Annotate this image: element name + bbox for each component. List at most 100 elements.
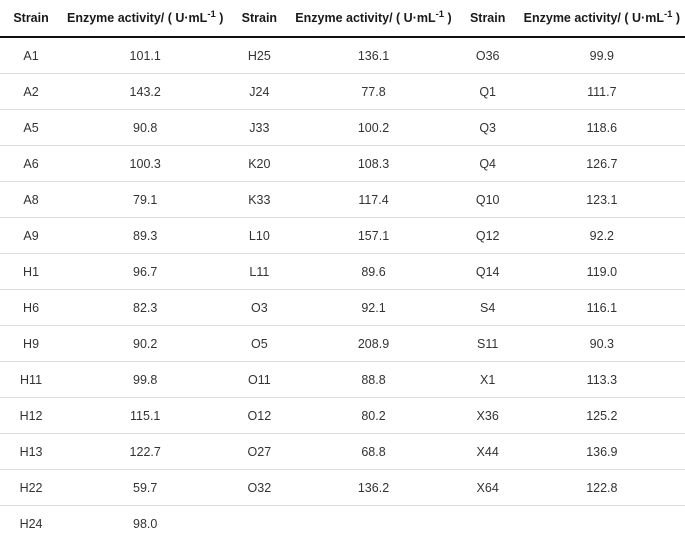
column-header-strain-3: Strain [457,0,519,37]
cell-enzyme-activity: 126.7 [519,146,685,182]
cell-enzyme-activity: 108.3 [290,146,456,182]
cell-enzyme-activity: 90.3 [519,326,685,362]
cell-enzyme-activity: 125.2 [519,398,685,434]
cell-strain: H1 [0,254,62,290]
table-header: Strain Enzyme activity/ ( U·mL-1 ) Strai… [0,0,685,37]
cell-strain: H12 [0,398,62,434]
cell-strain: J24 [228,74,290,110]
cell-enzyme-activity: 111.7 [519,74,685,110]
cell-enzyme-activity: 92.1 [290,290,456,326]
column-header-strain-1: Strain [0,0,62,37]
cell-enzyme-activity: 88.8 [290,362,456,398]
cell-strain: X36 [457,398,519,434]
cell-enzyme-activity: 79.1 [62,182,228,218]
cell-enzyme-activity: 82.3 [62,290,228,326]
header-superscript-1: -1 [207,9,215,20]
cell-strain: O3 [228,290,290,326]
cell-enzyme-activity [290,506,456,541]
column-header-enzyme-activity-2: Enzyme activity/ ( U·mL-1 ) [290,0,456,37]
cell-strain: A9 [0,218,62,254]
cell-strain: K33 [228,182,290,218]
cell-enzyme-activity: 77.8 [290,74,456,110]
cell-strain: S11 [457,326,519,362]
cell-enzyme-activity: 113.3 [519,362,685,398]
cell-strain: X1 [457,362,519,398]
cell-strain: L11 [228,254,290,290]
cell-strain: X64 [457,470,519,506]
cell-strain: H9 [0,326,62,362]
cell-strain: H22 [0,470,62,506]
cell-strain [457,506,519,541]
cell-strain: O27 [228,434,290,470]
cell-strain: Q14 [457,254,519,290]
cell-strain: A6 [0,146,62,182]
cell-enzyme-activity: 92.2 [519,218,685,254]
table-header-row: Strain Enzyme activity/ ( U·mL-1 ) Strai… [0,0,685,37]
cell-strain: L10 [228,218,290,254]
cell-strain: H6 [0,290,62,326]
cell-strain: K20 [228,146,290,182]
cell-strain: S4 [457,290,519,326]
cell-enzyme-activity: 136.2 [290,470,456,506]
cell-enzyme-activity: 115.1 [62,398,228,434]
cell-enzyme-activity: 100.3 [62,146,228,182]
cell-strain: Q12 [457,218,519,254]
cell-strain: O12 [228,398,290,434]
cell-strain: O32 [228,470,290,506]
cell-enzyme-activity: 208.9 [290,326,456,362]
enzyme-activity-table-container: Strain Enzyme activity/ ( U·mL-1 ) Strai… [0,0,685,513]
cell-strain: A8 [0,182,62,218]
cell-enzyme-activity: 90.2 [62,326,228,362]
cell-enzyme-activity: 117.4 [290,182,456,218]
cell-enzyme-activity: 99.9 [519,37,685,74]
cell-enzyme-activity: 118.6 [519,110,685,146]
cell-enzyme-activity: 89.3 [62,218,228,254]
cell-enzyme-activity [519,506,685,541]
cell-enzyme-activity: 123.1 [519,182,685,218]
cell-strain: A5 [0,110,62,146]
cell-strain: Q3 [457,110,519,146]
column-header-enzyme-activity-1: Enzyme activity/ ( U·mL-1 ) [62,0,228,37]
cell-enzyme-activity: 122.8 [519,470,685,506]
cell-strain: Q10 [457,182,519,218]
header-text-suffix-3: ) [672,11,680,25]
cell-strain: A1 [0,37,62,74]
cell-strain [228,506,290,541]
cell-enzyme-activity: 68.8 [290,434,456,470]
cell-strain: H13 [0,434,62,470]
header-text-prefix-1: Enzyme activity/ ( U·mL [67,11,207,25]
cell-strain: O11 [228,362,290,398]
cell-enzyme-activity: 143.2 [62,74,228,110]
cell-enzyme-activity: 59.7 [62,470,228,506]
cell-enzyme-activity: 136.1 [290,37,456,74]
cell-strain: H24 [0,506,62,541]
cell-strain: O36 [457,37,519,74]
cell-strain: J33 [228,110,290,146]
header-text-prefix-3: Enzyme activity/ ( U·mL [524,11,664,25]
cell-strain: Q4 [457,146,519,182]
cell-enzyme-activity: 98.0 [62,506,228,541]
cell-enzyme-activity: 90.8 [62,110,228,146]
cell-enzyme-activity: 96.7 [62,254,228,290]
cell-enzyme-activity: 116.1 [519,290,685,326]
cell-enzyme-activity: 157.1 [290,218,456,254]
column-header-enzyme-activity-3: Enzyme activity/ ( U·mL-1 ) [519,0,685,37]
cell-enzyme-activity: 101.1 [62,37,228,74]
cell-strain: Q1 [457,74,519,110]
cell-strain: A2 [0,74,62,110]
cell-enzyme-activity: 122.7 [62,434,228,470]
cell-enzyme-activity: 136.9 [519,434,685,470]
header-text-suffix-1: ) [216,11,224,25]
